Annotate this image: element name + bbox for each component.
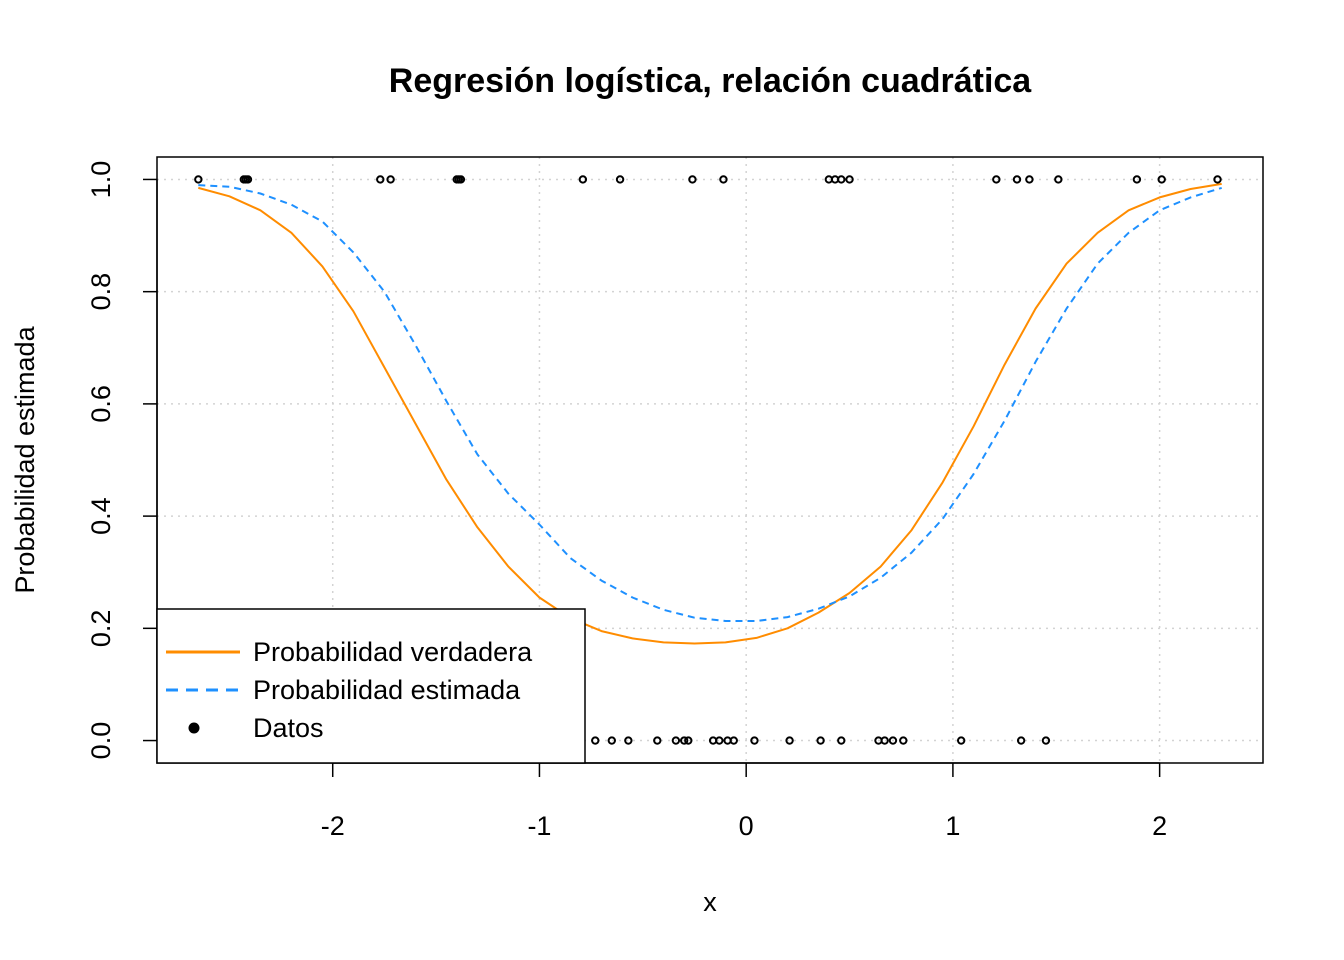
y-axis-label: Probabilidad estimada (10, 325, 40, 593)
data-point (653, 736, 662, 745)
data-point (719, 175, 728, 184)
x-axis: -2 -1 0 1 2 (321, 762, 1167, 841)
data-point (715, 736, 724, 745)
data-point (671, 736, 681, 745)
series-lines (198, 182, 1222, 645)
data-point (992, 175, 1001, 184)
x-axis-label: x (703, 887, 717, 917)
data-point (729, 736, 738, 745)
data-point (376, 175, 385, 184)
data-point (386, 175, 395, 184)
data-point (888, 736, 898, 745)
data-points (194, 175, 1222, 745)
data-point (1157, 175, 1166, 184)
data-point (1132, 175, 1142, 184)
data-point (1012, 175, 1022, 184)
data-point (243, 175, 253, 184)
data-point (785, 736, 794, 745)
data-point (837, 736, 846, 745)
y-tick-label: 0.8 (86, 273, 116, 311)
data-point (845, 175, 854, 184)
y-tick-label: 0.6 (86, 385, 116, 423)
chart-title: Regresión logística, relación cuadrática (389, 62, 1033, 100)
x-tick-label: -1 (527, 811, 551, 841)
data-point (1025, 175, 1034, 184)
data-point (1054, 175, 1063, 184)
data-point (456, 175, 466, 184)
data-point (591, 736, 600, 745)
data-point (688, 175, 697, 184)
data-point (956, 736, 966, 745)
data-point (750, 736, 759, 745)
true-probability-line (198, 182, 1222, 645)
estimated-probability-line (198, 184, 1222, 622)
data-point (615, 175, 625, 184)
legend-label: Probabilidad estimada (253, 675, 521, 705)
data-point (1041, 736, 1051, 745)
x-tick-label: 0 (739, 811, 754, 841)
data-point (607, 736, 617, 745)
x-tick-label: 1 (945, 811, 960, 841)
data-point (624, 736, 633, 745)
legend-label: Datos (253, 713, 324, 743)
x-tick-label: 2 (1152, 811, 1167, 841)
data-point (578, 175, 588, 184)
y-axis: 0.0 0.2 0.4 0.6 0.8 1.0 (86, 161, 158, 760)
data-point (1016, 736, 1026, 745)
data-point (899, 736, 908, 745)
y-tick-label: 0.2 (86, 610, 116, 648)
data-point (816, 736, 825, 745)
data-point (880, 736, 889, 745)
data-point (684, 736, 693, 745)
y-tick-label: 1.0 (86, 161, 116, 199)
legend-swatch-data (188, 722, 200, 734)
data-point (679, 736, 689, 745)
legend-box (156, 608, 586, 764)
data-point (194, 175, 203, 184)
legend: Probabilidad verdadera Probabilidad estim… (156, 608, 586, 764)
x-tick-label: -2 (321, 811, 345, 841)
y-tick-label: 0.4 (86, 497, 116, 535)
data-point (837, 175, 846, 184)
legend-label: Probabilidad verdadera (253, 637, 533, 667)
y-tick-label: 0.0 (86, 722, 116, 760)
data-point (1213, 175, 1222, 184)
